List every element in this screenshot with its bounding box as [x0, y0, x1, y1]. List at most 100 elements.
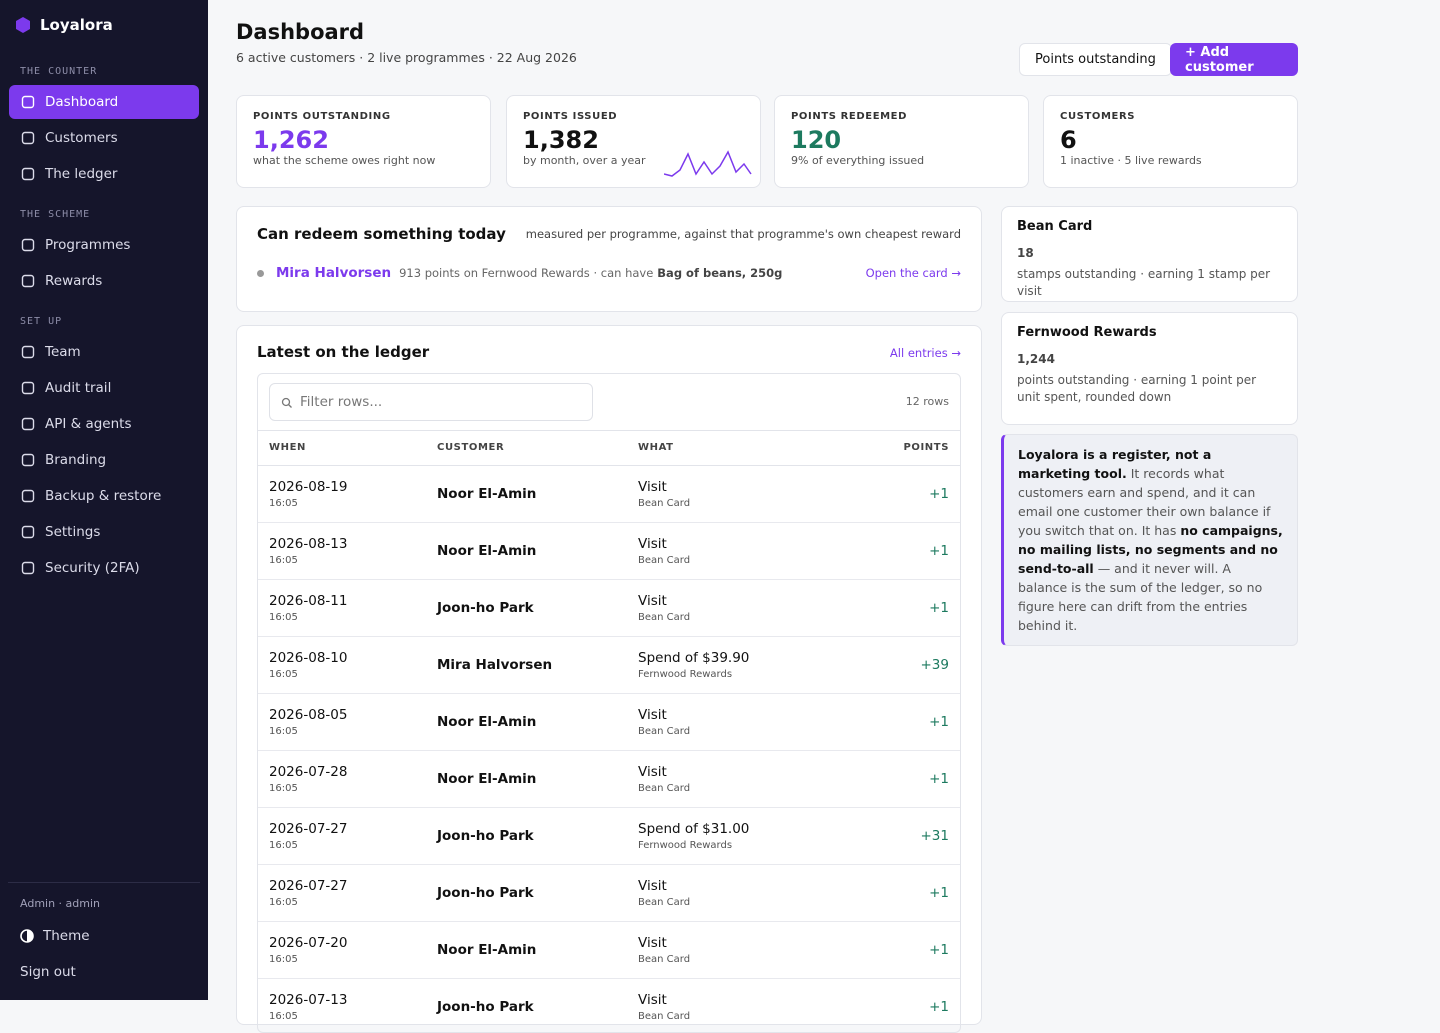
card-title: Can redeem something today	[257, 225, 506, 243]
button[interactable]: + Add customer	[1170, 43, 1298, 76]
entry: Visit	[638, 478, 667, 495]
stat-note: 1 inactive · 5 live rewards	[1060, 154, 1202, 167]
time: 16:05	[269, 725, 298, 737]
programme: Bean Card	[638, 953, 691, 965]
link[interactable]: Open the card →	[865, 266, 961, 280]
page: Loyalora THE COUNTER Dashboard Customers Th…	[0, 0, 1298, 1033]
what: Visit Bean Card	[627, 579, 849, 637]
nav-label: Settings	[45, 524, 101, 540]
time: 16:05	[269, 497, 298, 509]
customer: Joon-ho Park	[426, 807, 627, 865]
nav-item[interactable]: Audit trail	[9, 371, 199, 405]
points: +1	[848, 522, 960, 580]
ledger-row: 2026-07-27 16:05 Joon-ho Park Spend of $31.…	[258, 807, 960, 865]
nav-item[interactable]: Rewards	[9, 264, 199, 298]
stat-card: CUSTOMERS 6 1 inactive · 5 live rewards	[1043, 95, 1298, 188]
column-header[interactable]: CUSTOMER	[426, 431, 627, 466]
theme-toggle[interactable]: Theme	[20, 928, 90, 944]
ledger-row: 2026-07-27 16:05 Joon-ho Park Visit Bean Car…	[258, 864, 960, 922]
icon	[21, 131, 35, 145]
nav-label: Audit trail	[45, 380, 112, 396]
nav-item[interactable]: API & agents	[9, 407, 199, 441]
notice-text: no campaigns, no mailing lists, no segme…	[1018, 523, 1283, 576]
what: Visit Bean Card	[627, 750, 849, 808]
nav-label: Rewards	[45, 273, 103, 289]
stat-note: what the scheme owes right now	[253, 154, 436, 167]
nav-item[interactable]: Programmes	[9, 228, 199, 262]
nav-label: The ledger	[45, 166, 118, 182]
bullet	[257, 269, 264, 277]
icon	[21, 489, 35, 503]
page-subtitle: 6 active customers · 2 live programmes ·…	[236, 50, 577, 65]
time: 16:05	[269, 896, 298, 908]
date: 2026-07-28	[269, 763, 348, 780]
points: +39	[848, 636, 960, 694]
nav-item[interactable]: Team	[9, 335, 199, 369]
nav-label: Customers	[45, 130, 118, 146]
link[interactable]: All entries →	[889, 346, 961, 360]
stat-note: 9% of everything issued	[791, 154, 925, 167]
entry: Spend of $31.00	[638, 820, 750, 837]
programme: Bean Card	[638, 611, 691, 623]
stat-value: 6	[1060, 126, 1077, 154]
sparkline	[664, 150, 752, 177]
brand-name: Loyalora	[40, 16, 113, 34]
programme: Fernwood Rewards	[638, 839, 733, 851]
nav: THE COUNTER Dashboard Customers The ledger T…	[0, 48, 208, 587]
icon	[21, 95, 35, 109]
programme-name: Bean Card	[1017, 219, 1093, 234]
redeem-row: Mira Halvorsen 913 points on Fernwood Rew…	[257, 265, 961, 281]
points: +1	[848, 579, 960, 637]
entry: Visit	[638, 592, 667, 609]
stat-label: CUSTOMERS	[1060, 111, 1136, 122]
nav-item[interactable]: The ledger	[9, 157, 199, 191]
when: 2026-07-13 16:05	[258, 978, 426, 1032]
nav-item[interactable]: Security (2FA)	[9, 551, 199, 585]
column-header[interactable]: POINTS	[848, 431, 960, 466]
ledger-row: 2026-08-10 16:05 Mira Halvorsen Spend of $3…	[258, 636, 960, 694]
nav-section: THE COUNTER	[20, 66, 98, 77]
notice: Loyalora is a register, not a marketing …	[1001, 434, 1298, 646]
icon	[21, 561, 35, 575]
ledger-row: 2026-07-13 16:05 Joon-ho Park Visit Bean Car…	[258, 978, 960, 1032]
icon	[21, 167, 35, 181]
nav-item[interactable]: Dashboard	[9, 85, 199, 119]
nav-item[interactable]: Backup & restore	[9, 479, 199, 513]
date: 2026-08-05	[269, 706, 348, 723]
column-header[interactable]: WHEN	[258, 431, 426, 466]
column-header[interactable]: WHAT	[627, 431, 849, 466]
when: 2026-08-10 16:05	[258, 636, 426, 694]
button[interactable]: Points outstanding	[1019, 43, 1172, 76]
time: 16:05	[269, 953, 298, 965]
nav-item[interactable]: Branding	[9, 443, 199, 477]
stat-label: POINTS REDEEMED	[791, 111, 908, 122]
filter-input[interactable]: Filter rows...	[269, 383, 593, 421]
what: Visit Bean Card	[627, 921, 849, 979]
points: +1	[848, 750, 960, 808]
programme-card: Fernwood Rewards 1,244 points outstanding …	[1001, 312, 1298, 425]
points: +1	[848, 864, 960, 922]
programme: Bean Card	[638, 1010, 691, 1022]
date: 2026-07-27	[269, 820, 348, 837]
nav-section: THE SCHEME	[20, 209, 91, 220]
nav-item[interactable]: Settings	[9, 515, 199, 549]
table-wrap: Filter rows... 12 rows WHEN CUSTOMER WHAT P…	[257, 373, 961, 1033]
stat-card: POINTS REDEEMED 120 9% of everything issue…	[774, 95, 1029, 188]
sign-out[interactable]: Sign out	[20, 964, 76, 980]
stat-value: 120	[791, 126, 842, 154]
ledger-card: Latest on the ledger All entries → Filte…	[236, 325, 982, 1033]
date: 2026-07-20	[269, 934, 348, 951]
programme: Fernwood Rewards	[638, 668, 733, 680]
ledger-row: 2026-08-19 16:05 Noor El-Amin Visit Bean Car…	[258, 465, 960, 523]
divider	[8, 882, 200, 883]
what: Spend of $39.90 Fernwood Rewards	[627, 636, 849, 694]
nav-item[interactable]: Customers	[9, 121, 199, 155]
ledger-row: 2026-08-13 16:05 Noor El-Amin Visit Bean Car…	[258, 522, 960, 580]
row-count: 12 rows	[905, 395, 949, 408]
when: 2026-08-13 16:05	[258, 522, 426, 580]
customer-name[interactable]: Mira Halvorsen	[276, 265, 392, 281]
programme-note: points outstanding · earning 1 point per…	[1017, 373, 1257, 404]
time: 16:05	[269, 782, 298, 794]
header-row: WHEN CUSTOMER WHAT POINTS	[258, 431, 960, 466]
ledger-row: 2026-08-05 16:05 Noor El-Amin Visit Bean Car…	[258, 693, 960, 751]
